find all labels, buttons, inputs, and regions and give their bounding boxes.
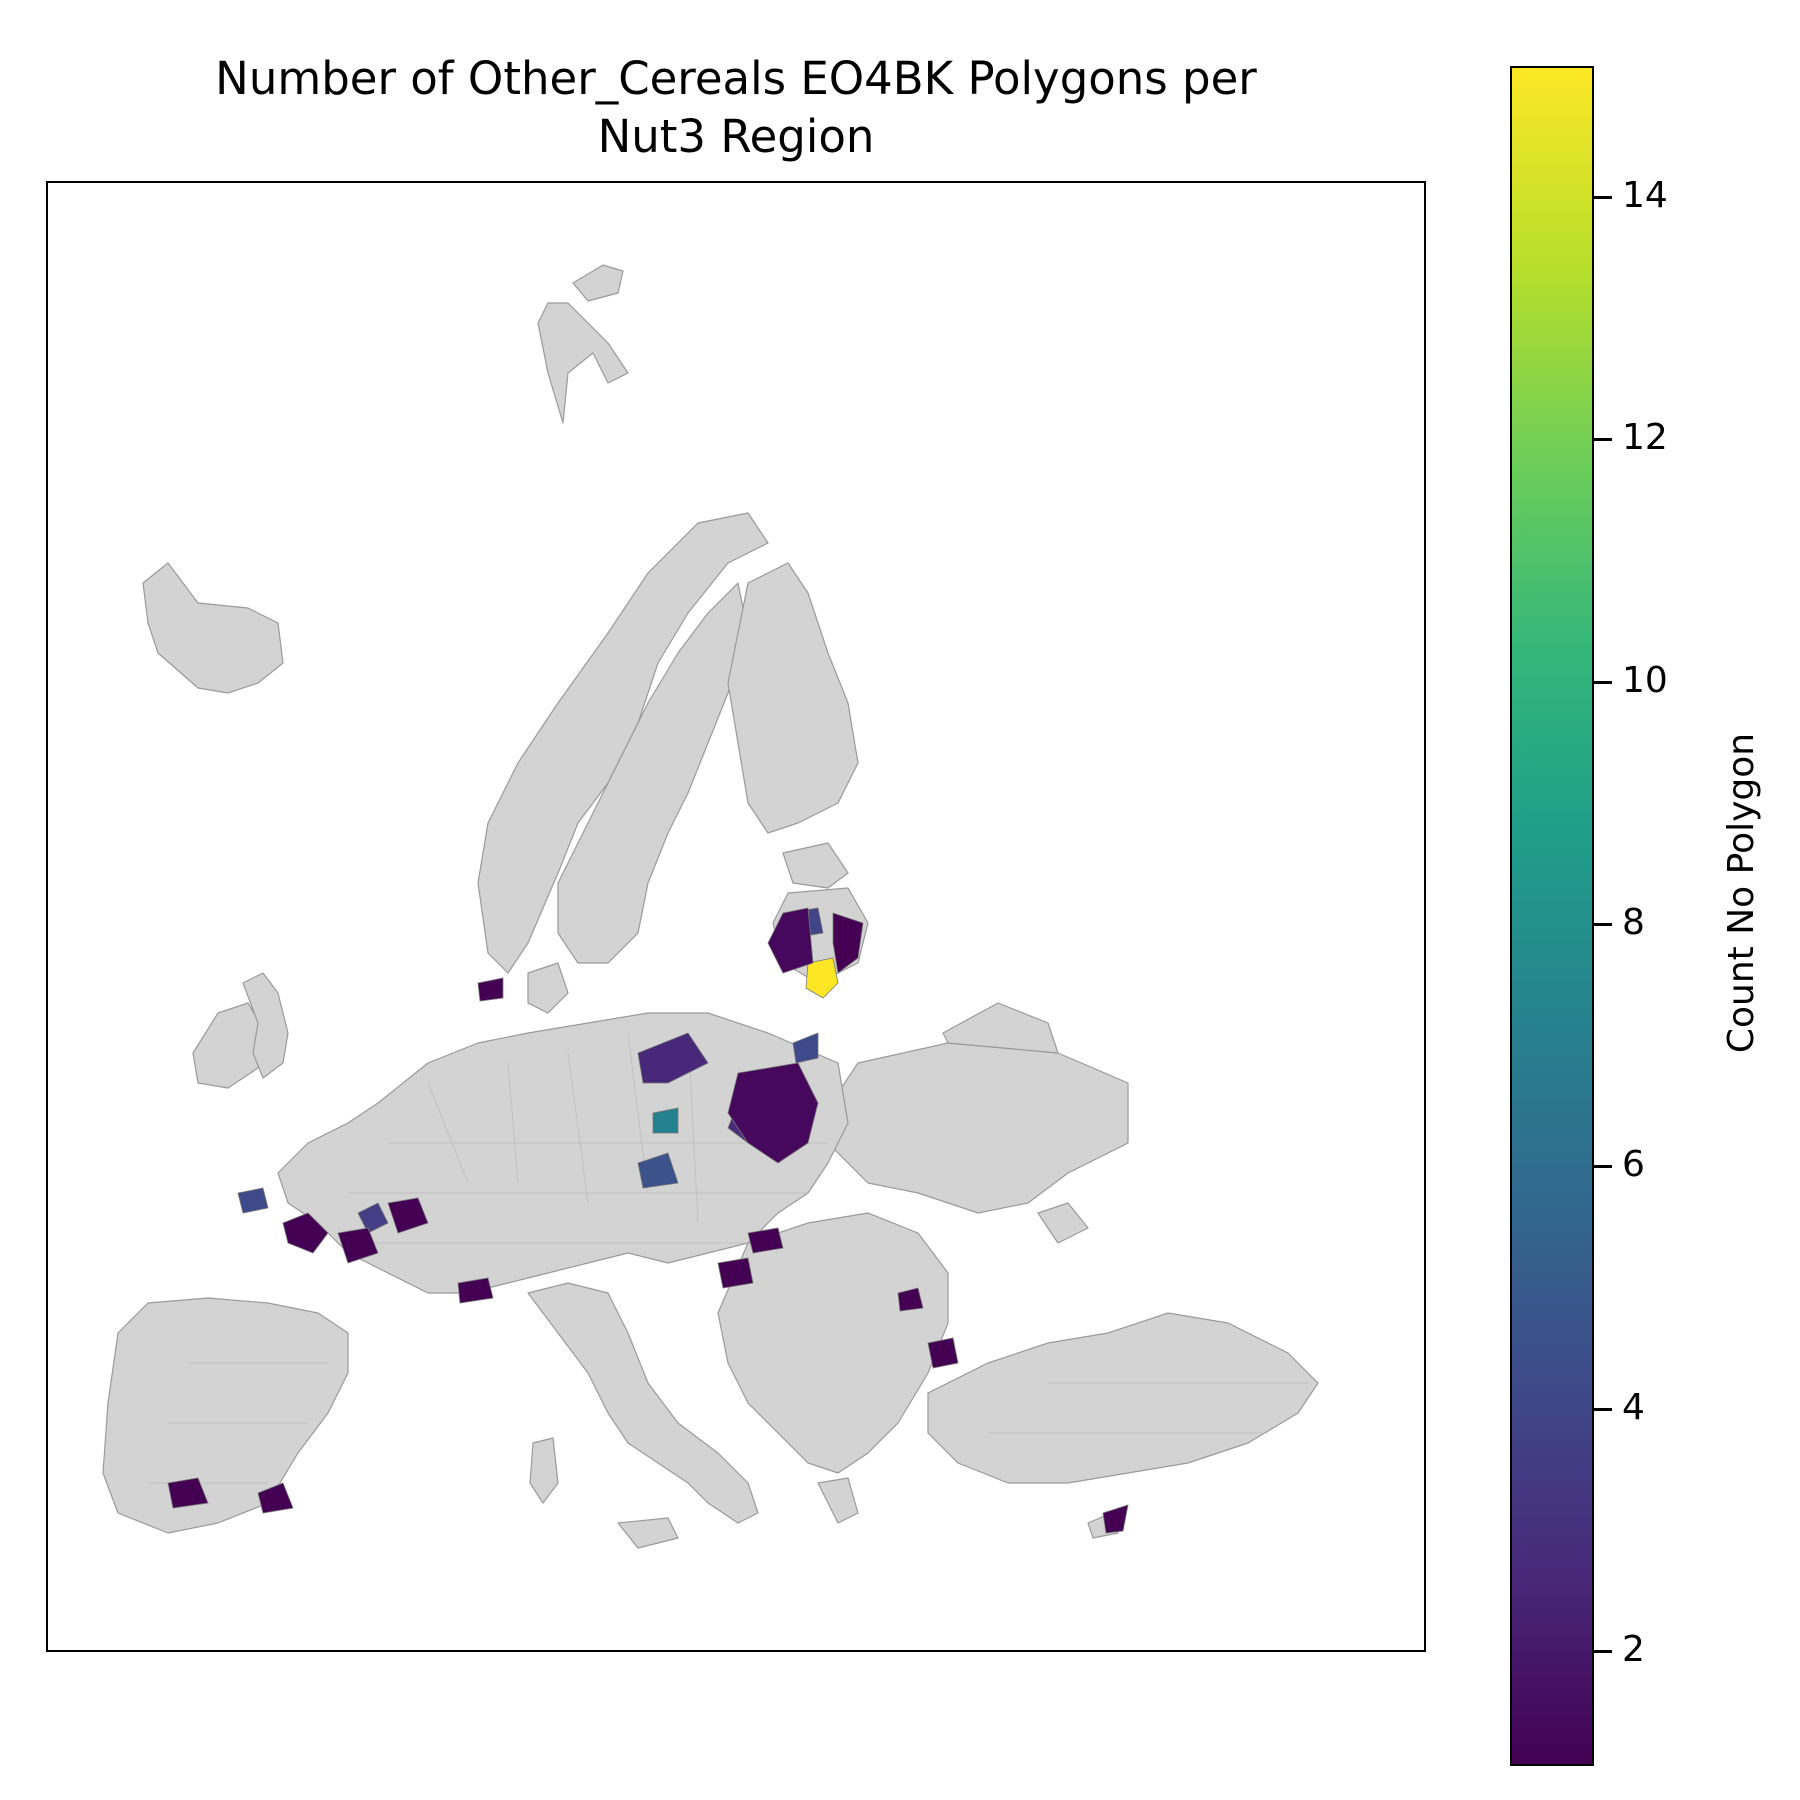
region-great-britain — [242, 972, 289, 1079]
region-count-2i — [167, 1477, 209, 1509]
region-balkans — [717, 1212, 949, 1474]
colorbar-ticklabel-8: 8 — [1622, 902, 1645, 943]
region-finland — [727, 562, 859, 834]
colorbar-tick-10 — [1594, 681, 1612, 684]
colorbar-ticklabel-10: 10 — [1622, 660, 1668, 701]
region-count-7 — [652, 1107, 679, 1134]
colorbar-ticklabel-2: 2 — [1622, 1629, 1645, 1670]
region-count-2m — [897, 1287, 924, 1312]
region-count-2c — [727, 1062, 819, 1164]
region-greece-south — [817, 1477, 859, 1524]
region-eastern-block — [827, 1042, 1129, 1214]
colorbar-tick-6 — [1594, 1165, 1612, 1168]
region-iberia — [102, 1297, 349, 1534]
region-count-2a — [767, 907, 814, 974]
region-count-3a — [637, 1032, 709, 1084]
region-svalbard — [572, 264, 624, 302]
region-count-2g — [337, 1227, 379, 1264]
region-count-15 — [805, 957, 839, 999]
colorbar-ticklabel-6: 6 — [1622, 1144, 1645, 1185]
map-title-line1: Number of Other_Cereals EO4BK Polygons p… — [215, 52, 1257, 105]
region-count-2o — [457, 1277, 494, 1304]
region-count-2l — [927, 1337, 959, 1369]
region-count-2e — [717, 1257, 754, 1289]
region-sweden — [557, 582, 749, 964]
region-ireland — [192, 1002, 264, 1089]
region-denmark — [527, 962, 569, 1014]
region-count-2f — [282, 1212, 329, 1254]
colorbar-label: Count No Polygon — [1721, 732, 1762, 1054]
region-count-5c — [237, 1187, 269, 1214]
region-count-2k — [477, 977, 504, 1002]
colorbar-ticklabel-14: 14 — [1622, 175, 1668, 216]
colorbar-tick-8 — [1594, 923, 1612, 926]
region-count-2d — [747, 1227, 784, 1254]
region-sardinia — [529, 1437, 559, 1504]
region-count-5a — [637, 1152, 679, 1189]
region-norway — [477, 512, 769, 974]
region-count-2h — [387, 1197, 429, 1234]
region-svalbard-2 — [537, 302, 629, 424]
colorbar-ticklabel-12: 12 — [1622, 417, 1668, 458]
map-title: Number of Other_Cereals EO4BK Polygons p… — [46, 50, 1426, 166]
region-belarus — [942, 1002, 1059, 1054]
map-title-line2: Nut3 Region — [597, 110, 875, 163]
region-turkey — [927, 1312, 1319, 1484]
region-italy — [527, 1282, 759, 1524]
region-estonia — [782, 842, 849, 889]
colorbar — [1510, 66, 1594, 1766]
region-crimea — [1037, 1202, 1089, 1244]
colorbar-tick-2 — [1594, 1650, 1612, 1653]
region-count-2j — [257, 1482, 294, 1514]
region-count-3c — [357, 1202, 389, 1234]
europe-map — [102, 264, 1319, 1549]
colorbar-tick-14 — [1594, 196, 1612, 199]
region-sicily — [617, 1517, 679, 1549]
colorbar-ticklabel-4: 4 — [1622, 1387, 1645, 1428]
region-borders-detail — [148, 1032, 1308, 1484]
colorbar-tick-4 — [1594, 1408, 1612, 1411]
colorbar-tick-12 — [1594, 438, 1612, 441]
map-frame — [46, 181, 1426, 1652]
region-count-2b — [832, 912, 864, 974]
region-count-5b — [792, 1032, 819, 1064]
region-iceland — [142, 562, 284, 694]
region-count-2n — [1102, 1504, 1129, 1534]
